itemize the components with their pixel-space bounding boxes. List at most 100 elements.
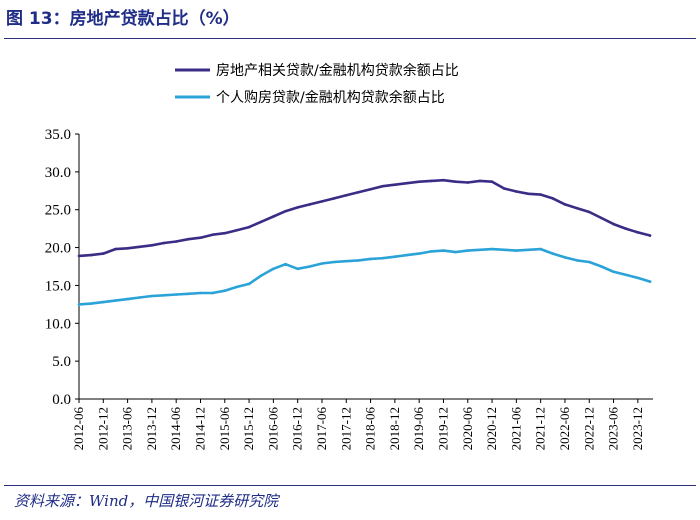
legend-label: 个人购房贷款/金融机构贷款余额占比: [216, 89, 445, 106]
data-point: [539, 247, 542, 251]
data-point: [284, 209, 287, 213]
data-point: [235, 228, 239, 232]
data-point: [102, 252, 105, 255]
data-point: [77, 303, 81, 306]
data-point: [272, 267, 275, 271]
data-point: [138, 245, 141, 249]
data-point: [308, 203, 312, 206]
data-point: [272, 215, 275, 218]
data-point: [77, 254, 81, 258]
data-point: [600, 265, 603, 268]
x-tick-label: 2022-12: [581, 407, 596, 450]
y-tick-label: 0.0: [52, 392, 71, 408]
y-tick-label: 15.0: [45, 278, 71, 294]
data-point: [648, 234, 652, 237]
x-tick-label: 2021-12: [533, 407, 548, 450]
data-point: [89, 302, 93, 305]
x-tick-label: 2017-12: [338, 407, 353, 450]
data-point: [320, 200, 324, 203]
data-point: [417, 180, 421, 183]
title-divider: [4, 38, 696, 39]
data-point: [174, 240, 178, 243]
data-point: [345, 194, 348, 197]
data-point: [466, 249, 470, 252]
x-tick-label: 2023-12: [630, 407, 645, 450]
y-tick-label: 35.0: [45, 127, 71, 143]
x-tick-label: 2014-06: [168, 407, 183, 451]
data-point: [138, 296, 141, 299]
data-point: [478, 179, 482, 183]
data-point: [490, 247, 494, 251]
data-point: [405, 181, 409, 185]
data-point: [442, 178, 445, 182]
data-point: [211, 233, 214, 236]
data-point: [502, 187, 506, 190]
footer-divider: [4, 485, 696, 486]
data-point: [417, 252, 421, 255]
legend-label: 房地产相关贷款/金融机构贷款余额占比: [216, 62, 459, 79]
data-point: [235, 285, 239, 289]
data-point: [150, 244, 154, 247]
x-tick-label: 2015-06: [217, 407, 232, 451]
data-point: [247, 282, 251, 286]
data-point: [126, 247, 129, 250]
y-tick-label: 5.0: [52, 354, 71, 370]
data-point: [430, 250, 433, 253]
data-point: [563, 256, 567, 259]
data-point: [162, 241, 166, 245]
data-point: [588, 260, 591, 264]
data-point: [296, 267, 300, 271]
data-point: [515, 249, 518, 252]
data-point: [551, 252, 555, 255]
data-point: [454, 250, 457, 254]
data-point: [527, 248, 530, 252]
data-point: [223, 289, 227, 293]
data-point: [332, 197, 336, 200]
data-point: [247, 225, 251, 229]
x-tick-label: 2018-06: [363, 407, 378, 451]
series-line: [77, 178, 652, 258]
figure-title: 图 13：房地产贷款占比（%）: [6, 9, 240, 29]
x-tick-label: 2012-12: [95, 407, 110, 450]
data-point: [369, 257, 372, 261]
data-point: [430, 179, 433, 183]
data-point: [490, 180, 494, 183]
series-layer: [77, 178, 652, 306]
x-tick-label: 2015-12: [241, 407, 256, 450]
data-point: [624, 227, 627, 230]
data-point: [454, 180, 457, 183]
data-point: [636, 231, 640, 234]
x-tick-label: 2023-06: [606, 407, 621, 451]
data-point: [612, 222, 615, 226]
data-point: [381, 184, 385, 188]
x-tick-label: 2016-12: [290, 407, 305, 450]
data-point: [575, 259, 579, 262]
data-point: [332, 260, 336, 264]
data-point: [624, 273, 627, 277]
data-point: [102, 300, 105, 304]
data-point: [223, 231, 227, 235]
x-tick-label: 2012-06: [71, 407, 86, 451]
source-note: 资料来源：Wind，中国银河证券研究院: [14, 492, 279, 510]
x-tick-label: 2019-12: [435, 407, 450, 450]
data-point: [551, 197, 555, 200]
data-point: [575, 206, 579, 210]
data-point: [369, 188, 372, 191]
y-tick-label: 25.0: [45, 203, 71, 219]
x-tick-label: 2016-06: [265, 407, 280, 451]
data-point: [284, 262, 287, 266]
data-point: [89, 253, 93, 257]
data-point: [259, 274, 263, 277]
data-point: [187, 237, 190, 241]
data-point: [211, 291, 214, 295]
y-tick-label: 30.0: [45, 165, 71, 181]
data-point: [478, 248, 482, 252]
x-tick-label: 2019-06: [411, 407, 426, 451]
y-tick-label: 10.0: [45, 316, 71, 332]
x-tick-label: 2021-06: [508, 407, 523, 451]
data-point: [515, 190, 518, 193]
series-2: [77, 247, 652, 306]
data-point: [405, 253, 409, 257]
